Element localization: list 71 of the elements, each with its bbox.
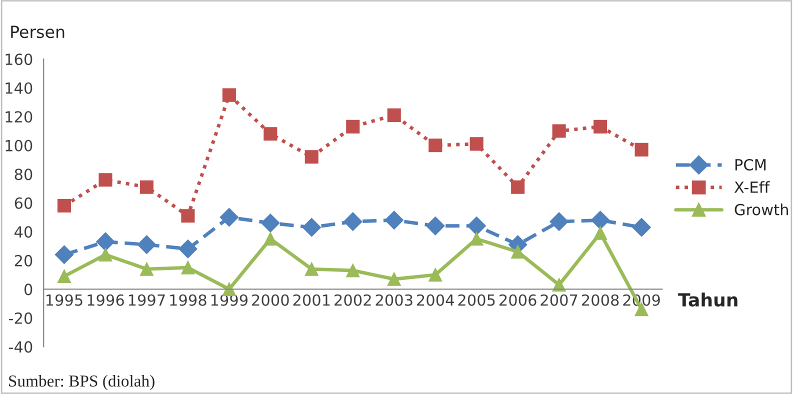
point	[98, 248, 112, 262]
point	[140, 262, 154, 276]
point	[594, 226, 608, 240]
point	[552, 124, 566, 138]
y-tick-label: 100	[6, 140, 32, 152]
point	[54, 245, 74, 264]
x-tick-label: 2003	[376, 294, 412, 306]
x-tick-label: 1995	[46, 294, 82, 306]
x-tick-label: 2001	[293, 294, 330, 306]
x-tick-label: 1998	[170, 294, 206, 306]
point	[57, 199, 72, 213]
point	[384, 210, 404, 230]
point	[264, 232, 278, 246]
point	[594, 120, 608, 134]
point	[344, 212, 362, 231]
x-tick-label: 1997	[128, 294, 165, 306]
point	[302, 218, 322, 237]
point	[590, 210, 610, 230]
y-tick-label: 140	[6, 82, 32, 94]
legend-label: X-Eff	[734, 181, 770, 193]
point	[632, 218, 651, 237]
y-tick-label: 80	[14, 168, 32, 180]
point	[470, 137, 484, 151]
point	[140, 180, 154, 194]
x-tick-label: 2002	[334, 294, 371, 306]
point	[470, 232, 484, 246]
x-tick-label: 2007	[540, 294, 578, 306]
point	[264, 127, 278, 141]
point	[220, 208, 239, 227]
legend-label: PCM	[735, 158, 766, 171]
y-tick-label: 60	[14, 197, 32, 209]
x-tick-label: 2005	[458, 294, 495, 306]
x-tick-label: 1996	[88, 294, 124, 306]
point	[550, 212, 568, 231]
x-tick-label: 2000	[252, 294, 289, 306]
point	[137, 235, 156, 254]
point	[428, 268, 442, 282]
point	[346, 120, 360, 134]
x-tick-label: 2004	[417, 294, 454, 306]
point	[57, 269, 72, 284]
y-tick-label: -40	[8, 341, 32, 353]
y-tick-label: -20	[8, 312, 32, 324]
y-tick-label: 120	[6, 111, 32, 123]
point	[181, 209, 195, 223]
point	[222, 88, 236, 102]
legend-label: Growth	[734, 204, 788, 216]
point	[387, 272, 401, 286]
point	[467, 216, 486, 236]
y-tick-label: 20	[14, 254, 32, 266]
point	[96, 232, 115, 252]
y-axis-title: Persen	[11, 26, 64, 38]
point	[178, 240, 198, 258]
point	[181, 260, 195, 274]
point	[428, 138, 442, 152]
x-axis-title: Tahun	[678, 292, 738, 307]
point	[98, 173, 112, 187]
y-tick-label: 40	[14, 226, 32, 238]
x-tick-label: 2008	[582, 294, 619, 306]
y-tick-label: 160	[6, 54, 32, 66]
x-tick-label: 2006	[500, 294, 536, 306]
y-tick-label: 0	[24, 284, 32, 296]
point	[634, 142, 648, 156]
point	[387, 108, 401, 122]
text: Sumber: BPS (diolah)	[9, 374, 154, 390]
point	[346, 264, 360, 278]
point	[304, 150, 318, 164]
point	[511, 245, 525, 259]
point	[261, 214, 280, 232]
point	[511, 180, 525, 194]
point	[426, 216, 445, 236]
point	[304, 262, 318, 276]
